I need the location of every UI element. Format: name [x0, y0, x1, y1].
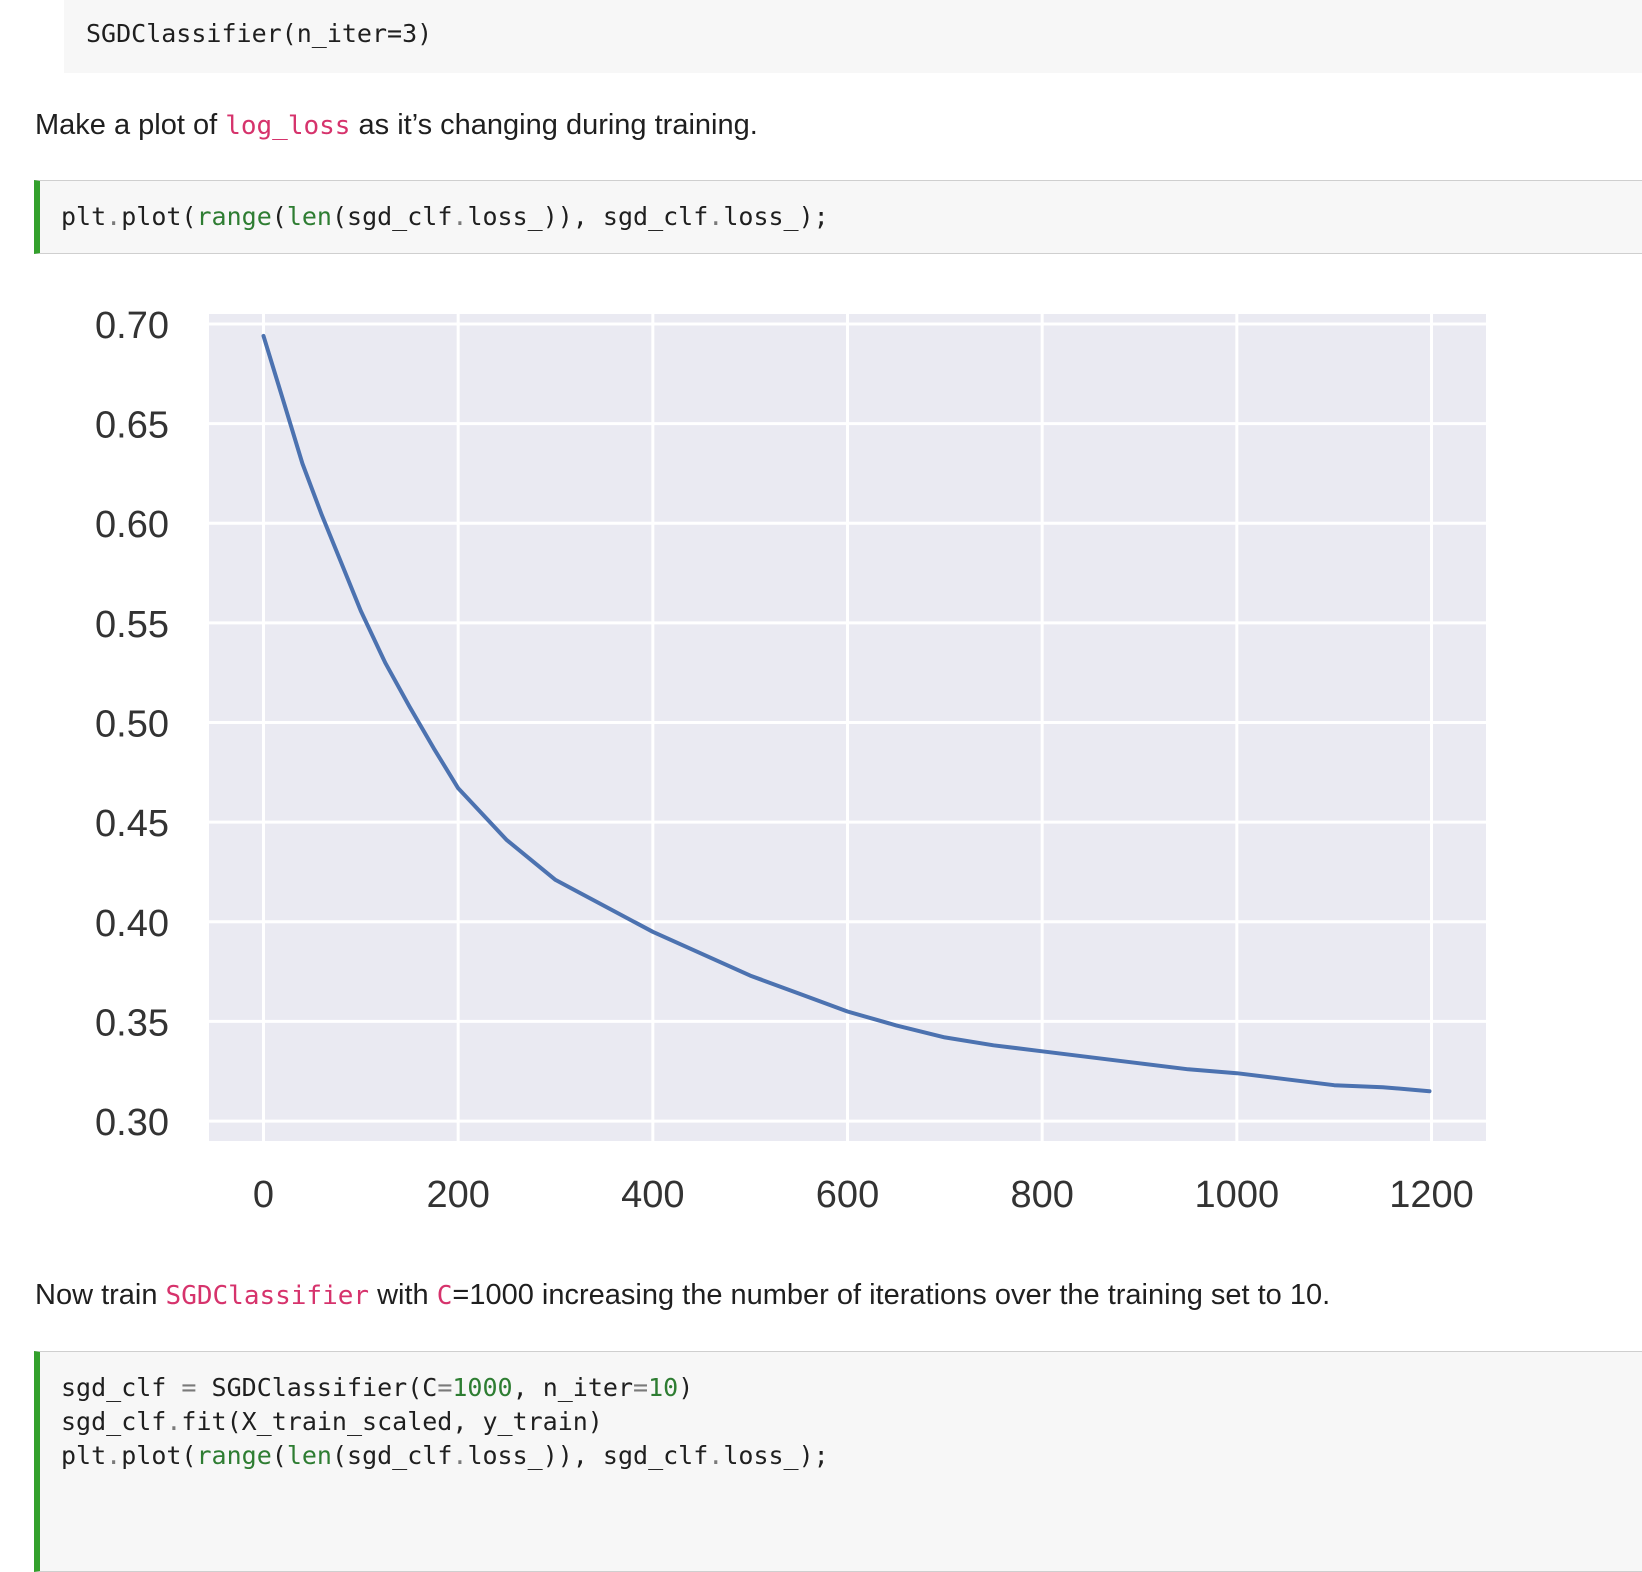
md-text: =1000 increasing the number of iteration… — [452, 1279, 1331, 1311]
code-token: plot( — [121, 202, 197, 231]
code-token: . — [452, 202, 468, 231]
code-token: loss_); — [723, 202, 829, 231]
code-line-2: sgd_clf.fit(X_train_scaled, y_train) — [61, 1405, 1642, 1439]
markdown-text-train-instruction: Now train SGDClassifier with C=1000 incr… — [35, 1277, 1330, 1314]
x-tick-label: 200 — [426, 1174, 489, 1216]
y-tick-label: 0.60 — [95, 504, 169, 546]
code-token: plt — [61, 202, 107, 231]
code-token: . — [452, 1441, 468, 1470]
md-text: as it’s changing during training. — [350, 109, 758, 141]
y-tick-label: 0.70 — [95, 305, 169, 347]
code-token: ( — [271, 202, 287, 231]
x-tick-label: 800 — [1010, 1174, 1073, 1216]
y-tick-label: 0.30 — [95, 1102, 169, 1144]
code-token: sgd_clf — [61, 1373, 182, 1402]
y-tick-label: 0.35 — [95, 1002, 169, 1044]
md-text: with — [369, 1279, 437, 1311]
code-token: , n_iter — [512, 1373, 634, 1402]
code-token: ( — [271, 1441, 287, 1470]
code-token: loss_); — [723, 1441, 829, 1470]
code-token: = — [633, 1373, 649, 1402]
y-tick-label: 0.65 — [95, 405, 169, 447]
x-tick-label: 0 — [253, 1174, 274, 1216]
code-token: range — [196, 1441, 272, 1470]
md-text: Now train — [35, 1279, 166, 1311]
code-token: sgd_clf — [61, 1407, 167, 1436]
x-tick-label: 1200 — [1389, 1174, 1474, 1216]
inline-code: C — [436, 1281, 453, 1311]
y-tick-label: 0.40 — [95, 903, 169, 945]
code-token: loss_)), sgd_clf — [467, 202, 709, 231]
loss-line-chart: 0 200 400 600 800 1000 1200 0.30 0.35 0.40 0.45 0.5… — [95, 305, 1486, 1216]
code-token: SGDClassifier(C — [196, 1373, 438, 1402]
code-token: . — [106, 1441, 122, 1470]
code-token: ) — [678, 1373, 694, 1402]
code-token: . — [166, 1407, 182, 1436]
code-token: len — [286, 1441, 332, 1470]
inline-code: SGDClassifier — [165, 1281, 370, 1311]
y-tick-label: 0.55 — [95, 604, 169, 646]
loss-series-line — [261, 333, 1432, 1094]
code-token: range — [196, 202, 272, 231]
code-token: = — [181, 1373, 197, 1402]
code-token: . — [708, 202, 724, 231]
code-token: loss_)), sgd_clf — [467, 1441, 709, 1470]
code-token: . — [106, 202, 122, 231]
markdown-text-plot-instruction: Make a plot of log_loss as it’s changing… — [35, 107, 758, 144]
code-token: . — [708, 1441, 724, 1470]
code-line-1: sgd_clf = SGDClassifier(C=1000, n_iter=1… — [61, 1371, 1642, 1405]
y-tick-label: 0.45 — [95, 803, 169, 845]
code-cell-train[interactable]: sgd_clf = SGDClassifier(C=1000, n_iter=1… — [34, 1351, 1642, 1572]
code-line-3: plt.plot(range(len(sgd_clf.loss_)), sgd_… — [61, 1439, 1642, 1473]
inline-code: log_loss — [225, 111, 351, 141]
y-tick-label: 0.50 — [95, 704, 169, 746]
x-tick-label: 400 — [621, 1174, 684, 1216]
code-token: 10 — [648, 1373, 679, 1402]
code-token: plot( — [121, 1441, 197, 1470]
cell-output-text: SGDClassifier(n_iter=3) — [64, 0, 1642, 73]
x-tick-label: 1000 — [1195, 1174, 1280, 1216]
code-token: len — [286, 202, 332, 231]
code-token: = — [437, 1373, 453, 1402]
code-token: plt — [61, 1441, 107, 1470]
code-token: 1000 — [452, 1373, 513, 1402]
code-token: (sgd_clf — [331, 202, 453, 231]
code-token: fit(X_train_scaled, y_train) — [181, 1407, 603, 1436]
code-cell-plot[interactable]: plt.plot(range(len(sgd_clf.loss_)), sgd_… — [34, 180, 1642, 254]
code-token: (sgd_clf — [331, 1441, 453, 1470]
x-tick-label: 600 — [816, 1174, 879, 1216]
md-text: Make a plot of — [35, 109, 226, 141]
